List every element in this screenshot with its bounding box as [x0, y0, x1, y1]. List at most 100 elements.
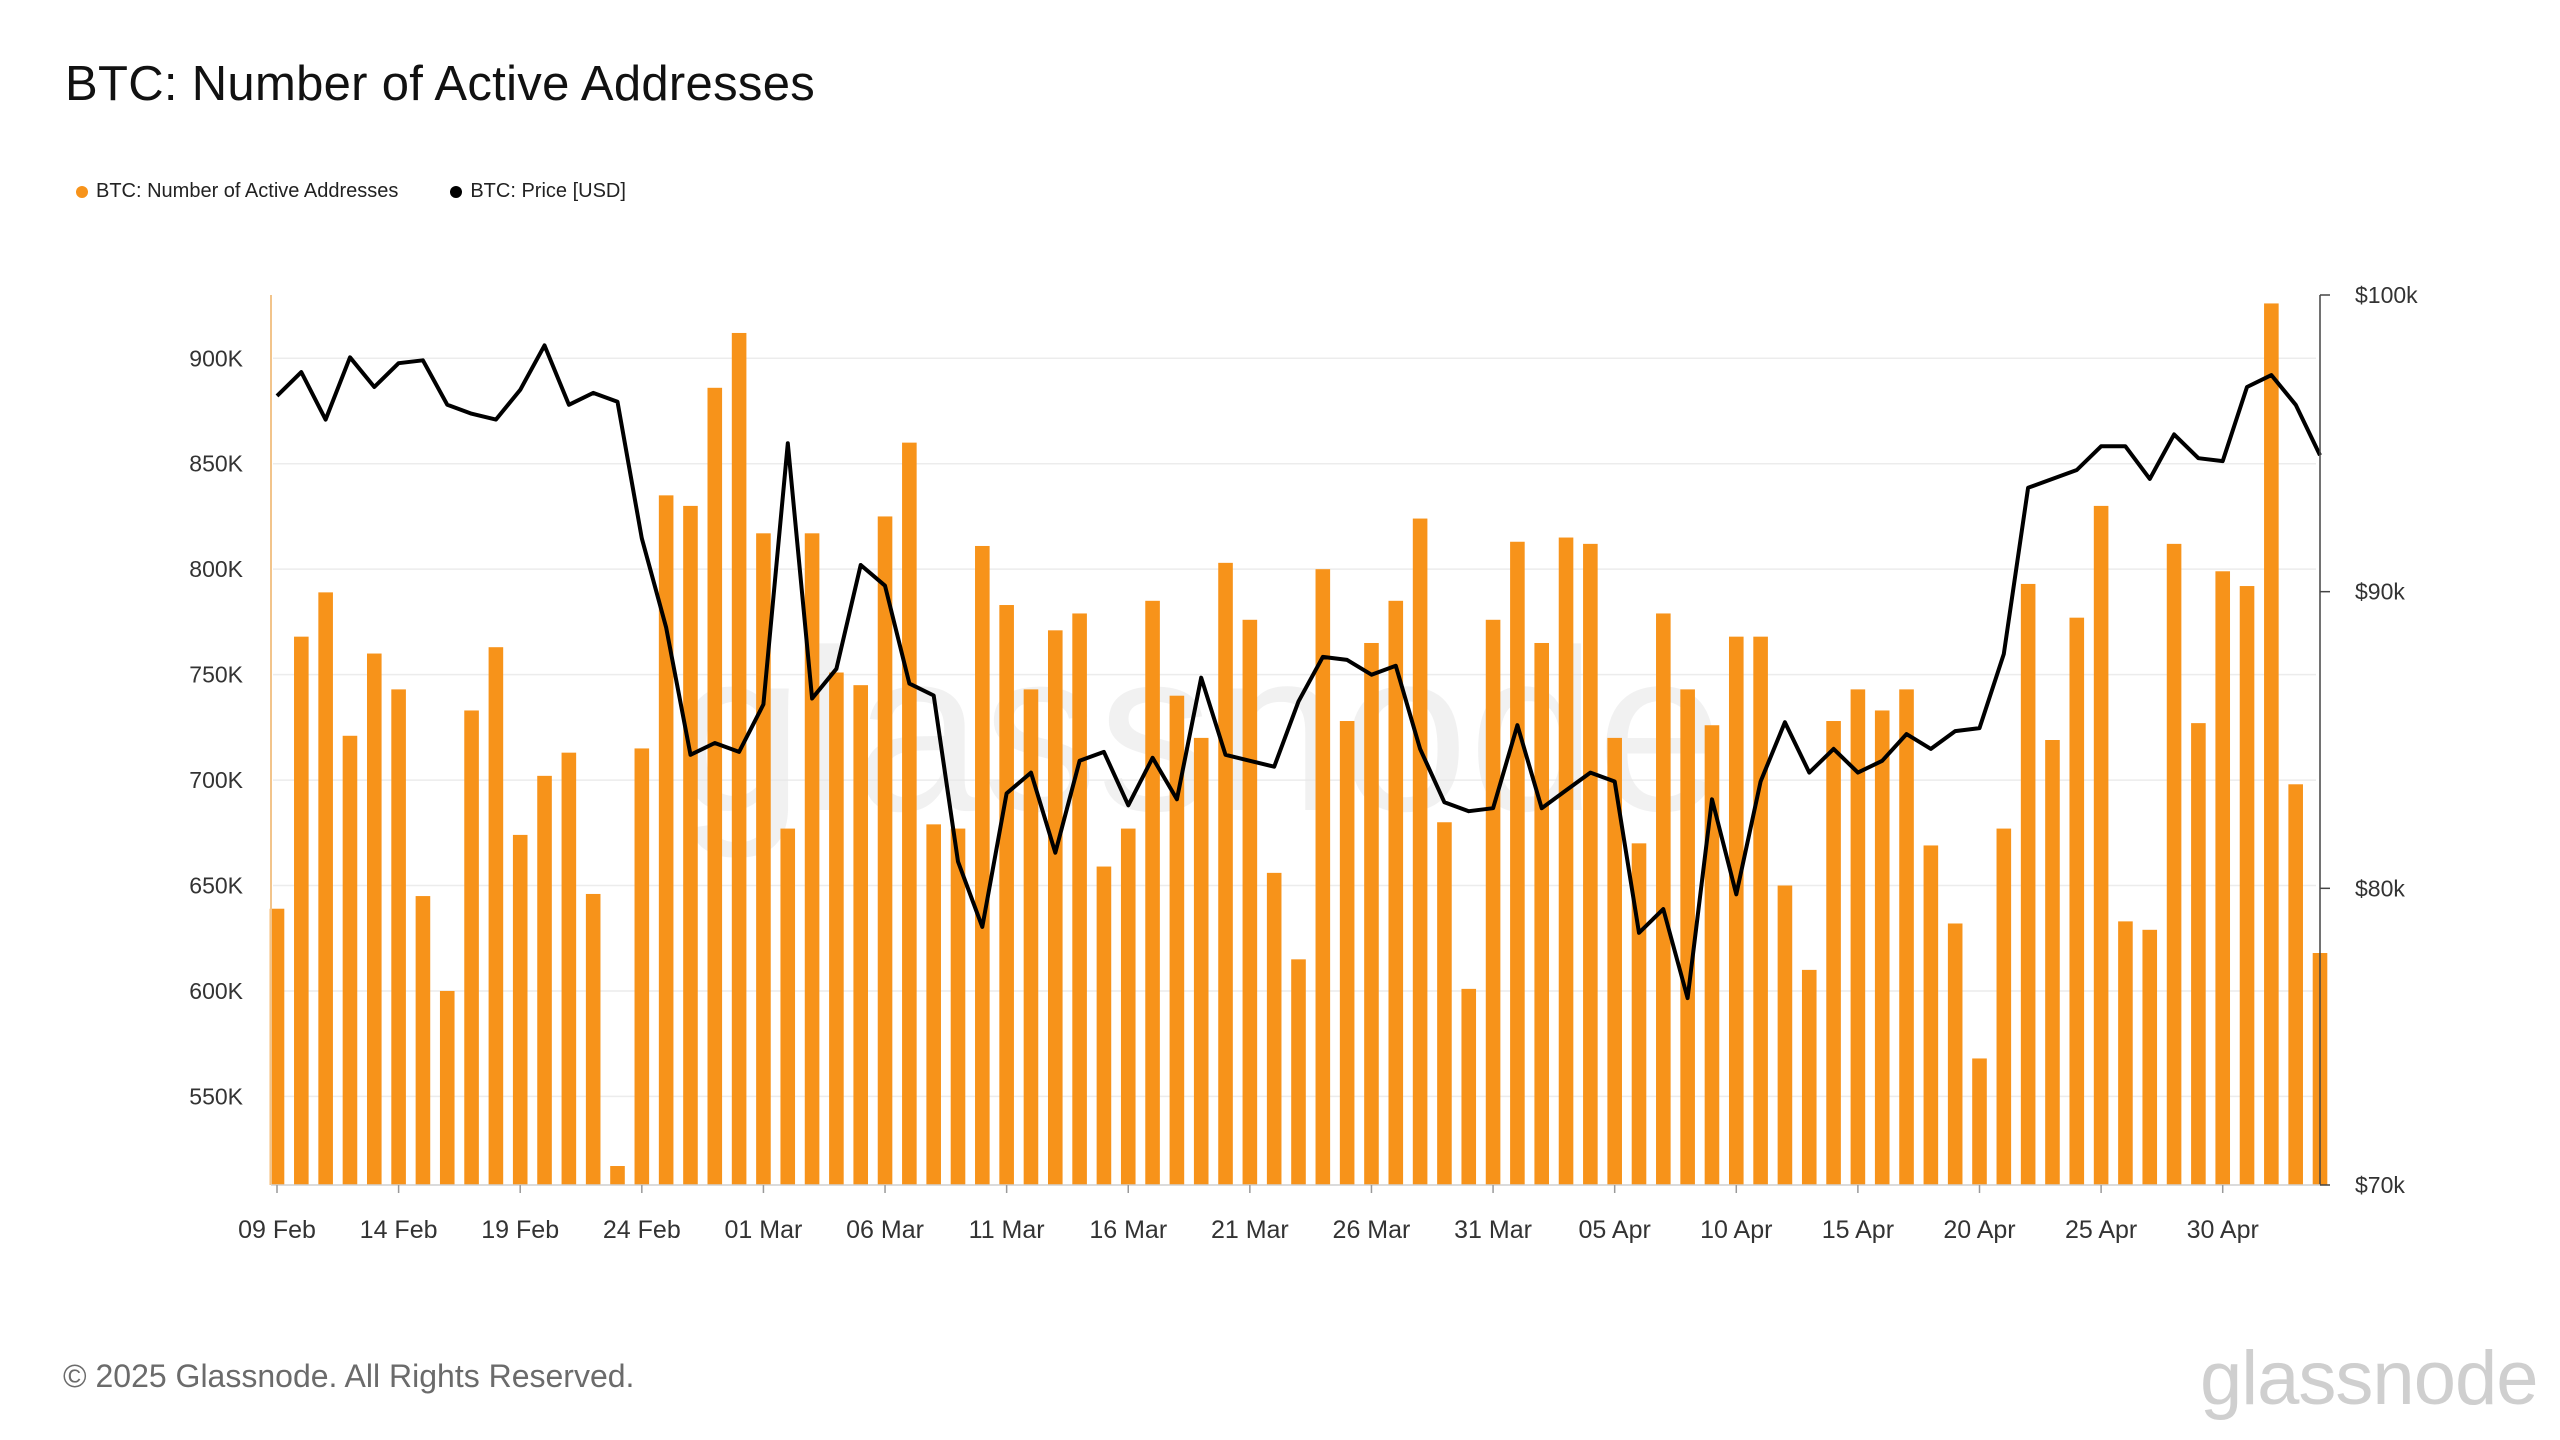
x-tick-label: 20 Apr	[1943, 1216, 2015, 1244]
bar-active-addresses	[1485, 619, 1501, 1185]
bar-active-addresses	[391, 689, 406, 1185]
y-right-tick-label: $80k	[2355, 875, 2405, 901]
x-tick-label: 25 Apr	[2065, 1216, 2137, 1244]
bar-active-addresses	[926, 824, 941, 1185]
x-tick-label: 31 Mar	[1454, 1216, 1532, 1244]
y-left-tick-label: 550K	[189, 1083, 243, 1109]
bar-active-addresses	[585, 893, 601, 1185]
glassnode-logo: glassnode	[2200, 1336, 2538, 1421]
bar-active-addresses	[512, 834, 528, 1185]
bar-active-addresses	[950, 828, 966, 1185]
legend-marker-price	[450, 185, 463, 198]
bar-active-addresses	[1607, 737, 1622, 1185]
bar-active-addresses	[1899, 689, 1914, 1185]
bar-active-addresses	[1388, 600, 1404, 1185]
bar-active-addresses	[561, 752, 577, 1185]
chart-title: BTC: Number of Active Addresses	[65, 57, 816, 111]
bar-active-addresses	[1972, 1058, 1987, 1185]
bar-active-addresses	[1072, 613, 1087, 1185]
legend-marker-active-addresses	[76, 185, 88, 198]
y-left-tick-label: 800K	[189, 556, 243, 582]
bar-active-addresses	[1510, 541, 1525, 1185]
bar-active-addresses	[658, 495, 674, 1185]
bar-active-addresses	[1874, 710, 1890, 1185]
bar-active-addresses	[294, 636, 309, 1185]
bar-active-addresses	[439, 990, 455, 1185]
bar-active-addresses	[999, 605, 1014, 1185]
bar-active-addresses	[2045, 740, 2060, 1185]
bar-active-addresses	[1437, 822, 1452, 1185]
bar-active-addresses	[2093, 505, 2109, 1185]
bar-active-addresses	[731, 332, 747, 1185]
bar-active-addresses	[1218, 562, 1233, 1185]
y-left-tick-label: 700K	[189, 767, 243, 793]
axes: 550K 600K 650K 700K 750K 800K 850K 900K $70k $80k…	[189, 282, 2418, 1244]
bar-active-addresses	[1193, 737, 1209, 1185]
bar-active-addresses	[1169, 695, 1185, 1185]
bar-active-addresses	[1947, 923, 1963, 1185]
x-tick-label: 14 Feb	[360, 1216, 438, 1244]
bar-active-addresses	[2191, 723, 2206, 1185]
legend-label-price: BTC: Price [USD]	[470, 180, 626, 202]
x-tick-label: 21 Mar	[1211, 1216, 1289, 1244]
bar-active-addresses	[2142, 929, 2158, 1185]
bar-active-addresses	[2069, 617, 2085, 1185]
bar-active-addresses	[1339, 721, 1355, 1185]
bar-active-addresses	[829, 672, 844, 1185]
x-tick-label: 26 Mar	[1333, 1216, 1411, 1244]
bar-active-addresses	[464, 710, 479, 1185]
bar-active-addresses	[2288, 784, 2303, 1185]
bar-active-addresses	[1534, 642, 1550, 1185]
y-left-tick-label: 650K	[189, 873, 243, 899]
chart-legend: BTC: Number of Active Addresses BTC: Pri…	[76, 180, 678, 203]
bar-active-addresses	[1120, 828, 1136, 1185]
y-right-tick-label: $70k	[2355, 1172, 2405, 1198]
y-left-tick-label: 900K	[189, 345, 243, 371]
legend-item-active-addresses[interactable]: BTC: Number of Active Addresses	[76, 180, 398, 203]
x-tick-label: 15 Apr	[1822, 1216, 1894, 1244]
bar-active-addresses	[2020, 583, 2036, 1185]
bar-active-addresses	[1096, 866, 1112, 1185]
bar-active-addresses	[1680, 689, 1695, 1185]
bar-active-addresses	[1291, 959, 1306, 1185]
bar-active-addresses	[610, 1166, 625, 1185]
bar-active-addresses	[342, 735, 358, 1185]
bar-active-addresses	[2239, 586, 2255, 1185]
bar-active-addresses	[1801, 969, 1817, 1185]
bar-active-addresses	[415, 896, 431, 1185]
bar-active-addresses	[2166, 543, 2182, 1185]
bar-active-addresses	[707, 387, 723, 1185]
bar-active-addresses	[1923, 845, 1939, 1185]
y-right-tick-label: $100k	[2355, 282, 2418, 308]
x-tick-label: 24 Feb	[603, 1216, 681, 1244]
y-right-tick-label: $90k	[2355, 579, 2405, 605]
y-left-tick-label: 750K	[189, 662, 243, 688]
bar-active-addresses	[1023, 689, 1039, 1185]
bar-active-addresses	[1242, 619, 1258, 1185]
bar-active-addresses	[488, 647, 504, 1185]
x-tick-label: 11 Mar	[969, 1216, 1045, 1244]
y-left-tick-label: 600K	[189, 978, 243, 1004]
bar-active-addresses	[1656, 613, 1671, 1185]
bar-active-addresses	[318, 592, 333, 1185]
legend-item-price[interactable]: BTC: Price [USD]	[450, 180, 626, 203]
bar-active-addresses	[1583, 543, 1598, 1185]
bar-active-addresses	[853, 685, 869, 1185]
legend-label-active-addresses: BTC: Number of Active Addresses	[96, 180, 399, 202]
bar-active-addresses	[2264, 303, 2279, 1185]
x-tick-label: 19 Feb	[481, 1216, 559, 1244]
x-tick-label: 16 Mar	[1089, 1216, 1167, 1244]
bar-active-addresses	[1145, 600, 1160, 1185]
bar-active-addresses	[1315, 569, 1331, 1185]
x-tick-label: 01 Mar	[725, 1216, 803, 1244]
bar-active-addresses	[902, 442, 917, 1185]
x-tick-label: 05 Apr	[1579, 1216, 1651, 1244]
y-left-tick-label: 850K	[189, 451, 243, 477]
bar-active-addresses	[1704, 725, 1720, 1185]
price-line	[275, 343, 2322, 1001]
bar-active-addresses	[269, 908, 285, 1185]
bar-active-addresses	[1850, 689, 1866, 1185]
bar-active-addresses	[634, 748, 650, 1185]
bar-active-addresses	[780, 828, 796, 1185]
bar-active-addresses	[683, 505, 698, 1185]
